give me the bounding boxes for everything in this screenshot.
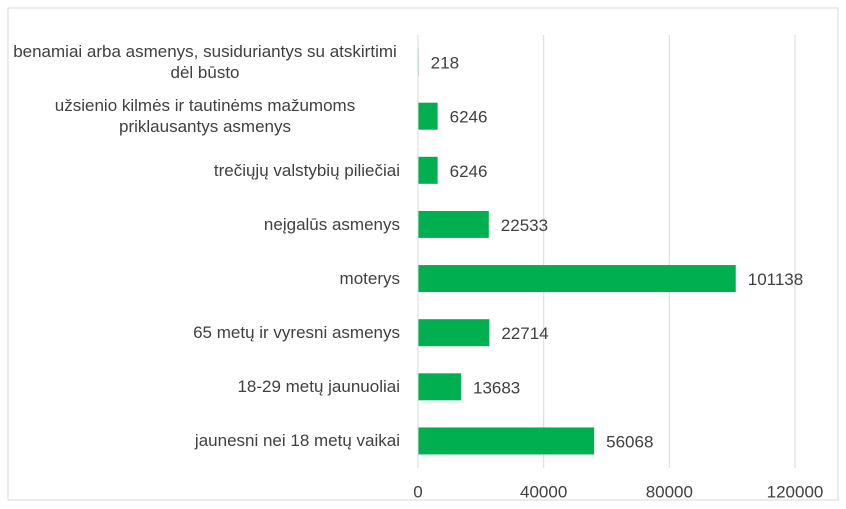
bar: [418, 210, 489, 238]
y-tick-label: benamiai arba asmenys, susiduriantys su …: [13, 42, 397, 83]
y-tick-label: trečiųjų valstybių piliečiai: [213, 160, 400, 180]
bar: [418, 102, 438, 130]
value-label: 13683: [473, 378, 520, 397]
y-tick-label: 18-29 metų jaunuoliai: [237, 377, 400, 397]
x-tick-label: 40000: [520, 482, 567, 501]
value-label: 6246: [450, 162, 488, 181]
bar: [418, 156, 438, 184]
category-label-box: užsienio kilmės ir tautinėms mažumoms pr…: [10, 91, 400, 141]
y-tick-label: užsienio kilmės ir tautinėms mažumoms pr…: [54, 96, 356, 137]
category-label-box: trečiųjų valstybių piliečiai: [10, 145, 400, 195]
y-tick-label: 65 metų ir vyresni asmenys: [193, 323, 400, 343]
value-label: 22714: [501, 324, 548, 343]
category-label-box: 65 metų ir vyresni asmenys: [10, 308, 400, 358]
y-tick-label: moterys: [339, 269, 400, 289]
bar: [418, 319, 490, 347]
y-tick-label: neįgalūs asmenys: [263, 214, 400, 234]
category-label-box: benamiai arba asmenys, susiduriantys su …: [10, 37, 400, 87]
value-label: 22533: [501, 216, 548, 235]
category-label-box: neįgalūs asmenys: [10, 199, 400, 249]
x-tick-label: 120000: [767, 482, 824, 501]
value-label: 56068: [606, 432, 653, 451]
value-label: 101138: [748, 270, 803, 289]
chart-border: [7, 7, 839, 501]
y-tick-label: jaunesni nei 18 metų vaikai: [194, 431, 400, 451]
category-label-box: 18-29 metų jaunuoliai: [10, 362, 400, 412]
x-tick-label: 80000: [646, 482, 693, 501]
bar: [418, 427, 595, 455]
category-label-box: moterys: [10, 254, 400, 304]
bar: [418, 373, 461, 401]
bar: [418, 265, 736, 293]
value-label: 6246: [450, 108, 488, 127]
x-tick-label: 0: [413, 482, 422, 501]
category-label-box: jaunesni nei 18 metų vaikai: [10, 416, 400, 466]
value-label: 218: [431, 54, 459, 73]
